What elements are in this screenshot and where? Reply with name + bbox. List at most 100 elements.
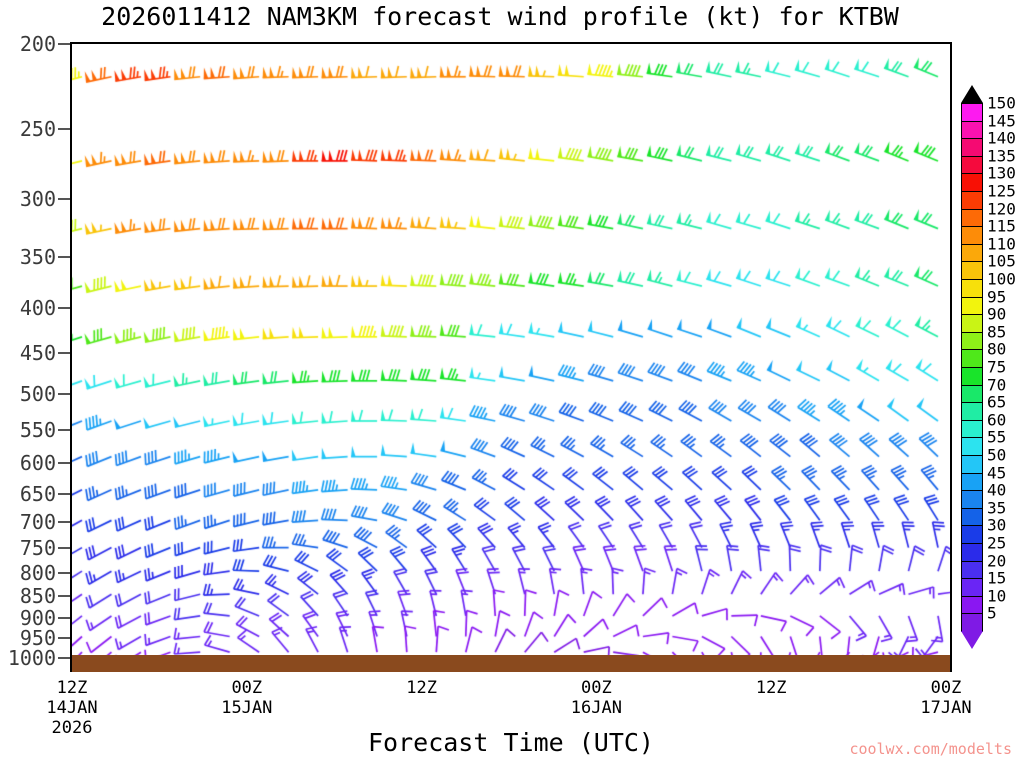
colorbar-cell (961, 243, 983, 263)
y-axis-tick (58, 197, 70, 200)
colorbar-cell (961, 595, 983, 615)
x-axis-tick-group: 12Z 14JAN 2026 (46, 678, 97, 738)
colorbar-tick-label: 75 (987, 357, 1007, 377)
colorbar-cell (961, 543, 983, 562)
colorbar-tick-label: 130 (987, 163, 1016, 183)
colorbar-tick-label: 140 (987, 128, 1016, 148)
colorbar-tick-label: 70 (987, 375, 1007, 395)
x-axis-date-label: 14JAN (46, 698, 98, 718)
y-axis-label: 250 (19, 117, 56, 142)
x-axis-tick-group: 00Z 17JAN (920, 678, 971, 718)
y-axis-label: 550 (19, 417, 56, 442)
colorbar-tick-label: 35 (987, 498, 1007, 518)
colorbar-tick-label: 145 (987, 111, 1016, 131)
colorbar-cell (961, 455, 983, 474)
x-axis-time-label: 00Z (581, 678, 612, 698)
colorbar-tick-label: 60 (987, 410, 1007, 430)
colorbar-cell (961, 613, 983, 632)
x-axis-date-label: 16JAN (570, 698, 622, 718)
y-axis-tick (58, 428, 70, 431)
x-axis-time-label: 00Z (231, 678, 263, 698)
y-axis-label: 600 (19, 451, 56, 476)
y-axis-label: 750 (19, 536, 56, 561)
colorbar-cell (961, 191, 983, 210)
ground-surface-band (72, 655, 950, 672)
y-axis-tick (58, 392, 70, 395)
y-axis-tick (58, 571, 70, 574)
y-axis-tick (58, 256, 70, 259)
colorbar-tick-label: 25 (987, 533, 1007, 553)
colorbar-cell (961, 103, 983, 122)
watermark: coolwx.com/modelts (849, 740, 1012, 758)
y-axis-label: 450 (19, 341, 56, 366)
y-axis-label: 350 (19, 245, 56, 270)
colorbar-cell (961, 155, 983, 175)
colorbar-tick-label: 40 (987, 480, 1007, 500)
x-axis-date-label: 17JAN (920, 698, 972, 718)
colorbar-cell (961, 525, 983, 544)
colorbar-cell (961, 279, 983, 298)
colorbar-tick-label: 135 (987, 146, 1016, 166)
x-axis-year-label: 2026 (51, 718, 93, 738)
colorbar-cell (961, 314, 983, 333)
y-axis-tick (58, 492, 70, 495)
colorbar-tick-label: 50 (987, 445, 1007, 465)
colorbar-cell (961, 261, 983, 280)
x-axis-tick-group: 12Z (406, 678, 437, 698)
y-axis-label: 400 (19, 296, 56, 321)
y-axis-label: 650 (19, 481, 56, 506)
colorbar-cell (961, 437, 983, 456)
colorbar-tick-label: 5 (987, 603, 997, 623)
y-axis-label: 1000 (7, 646, 56, 670)
colorbar-tick-label: 55 (987, 427, 1007, 447)
y-axis-label: 800 (19, 560, 56, 585)
x-axis-date-label: 15JAN (221, 698, 273, 718)
plot-area (70, 42, 952, 672)
colorbar-tick-label: 10 (987, 586, 1007, 606)
colorbar-cell (961, 173, 983, 192)
y-axis-label: 300 (19, 186, 56, 211)
y-axis-label: 850 (19, 583, 56, 608)
y-axis-tick (58, 616, 70, 619)
y-axis-tick (58, 43, 70, 45)
y-axis-label: 500 (19, 381, 56, 406)
y-axis-tick (58, 594, 70, 597)
x-axis-tick-group: 12Z (756, 678, 787, 698)
x-axis-tick-group: 00Z 15JAN (221, 678, 272, 718)
y-axis-tick (58, 307, 70, 310)
colorbar-cell (961, 402, 983, 421)
colorbar-cell (961, 490, 983, 509)
colorbar-tick-label: 110 (987, 234, 1016, 254)
colorbar-cell (961, 349, 983, 368)
colorbar-cell (961, 208, 983, 228)
colorbar-cell (961, 419, 983, 439)
y-axis-tick (58, 547, 70, 550)
colorbar-cell (961, 331, 983, 351)
colorbar-cell (961, 367, 983, 386)
colorbar-tick-label: 65 (987, 392, 1007, 412)
colorbar-tick-label: 15 (987, 568, 1007, 588)
y-axis-tick (58, 657, 70, 659)
colorbar-cell (961, 296, 983, 316)
colorbar-tick-label: 80 (987, 339, 1007, 359)
x-axis-tick-group: 00Z 16JAN (571, 678, 622, 718)
y-axis-tick (58, 128, 70, 131)
colorbar-tick-label: 150 (987, 93, 1016, 113)
colorbar-under-arrow (961, 631, 983, 649)
colorbar-cell (961, 507, 983, 527)
x-axis-time-label: 12Z (406, 678, 437, 698)
y-axis-label: 900 (19, 605, 56, 630)
colorbar-tick-label: 45 (987, 463, 1007, 483)
colorbar-tick-label: 85 (987, 322, 1007, 342)
x-axis-time-label: 12Z (56, 678, 88, 698)
colorbar-legend: 150 145 140 135 130 125 120 115 110 105 100 95 90 85 8… (961, 85, 1024, 649)
colorbar-tick-label: 115 (987, 216, 1016, 236)
colorbar-cell (961, 384, 983, 404)
y-axis-label: 700 (19, 509, 56, 534)
y-axis-tick (58, 520, 70, 523)
y-axis-label: 200 (19, 32, 56, 56)
x-axis-time-label: 12Z (755, 678, 787, 698)
colorbar-tick-label: 125 (987, 181, 1016, 201)
y-axis-tick (58, 462, 70, 465)
y-axis-tick (58, 637, 70, 640)
